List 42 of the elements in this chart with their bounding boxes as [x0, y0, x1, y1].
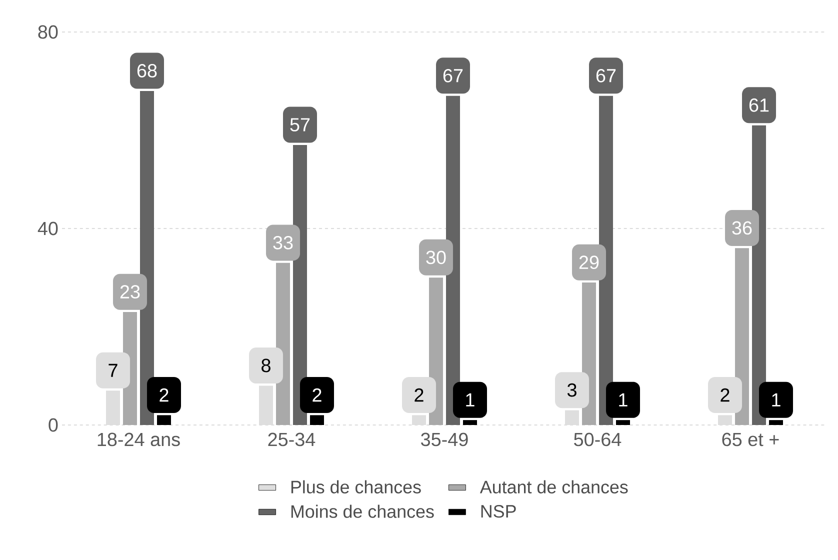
- bar: [310, 415, 324, 425]
- y-tick-label: 0: [48, 418, 58, 432]
- bar: [259, 386, 274, 425]
- bar: [616, 420, 630, 425]
- data-label: 67: [443, 68, 463, 82]
- legend-label: NSP: [481, 504, 516, 518]
- data-label: 33: [273, 236, 293, 250]
- bar: [769, 420, 784, 425]
- data-label: 57: [290, 118, 310, 132]
- legend-label: Autant de chances: [480, 480, 628, 494]
- data-label: 8: [262, 358, 270, 372]
- data-label: 61: [749, 98, 769, 112]
- data-label: 2: [414, 388, 424, 402]
- bar: [463, 420, 478, 425]
- legend-label: Plus de chances: [291, 480, 421, 494]
- data-label: 29: [579, 256, 599, 270]
- y-tick-label: 40: [38, 222, 58, 236]
- y-tick-label: 80: [38, 25, 58, 39]
- x-tick-label: 65 et +: [722, 432, 779, 446]
- data-label: 1: [619, 393, 628, 406]
- data-label: 2: [160, 388, 168, 402]
- data-label: 2: [312, 388, 322, 402]
- data-label: 7: [108, 364, 118, 377]
- bar: [718, 415, 732, 425]
- data-label: 30: [426, 250, 446, 264]
- data-label: 1: [466, 393, 474, 406]
- x-tick-label: 25-34: [268, 432, 316, 446]
- data-label: 2: [720, 388, 730, 402]
- data-label: 23: [120, 285, 140, 299]
- x-tick-label: 35-49: [421, 432, 468, 446]
- bar: [565, 410, 580, 425]
- data-label: 3: [567, 383, 576, 397]
- legend-label: Moins de chances: [291, 504, 434, 518]
- data-label: 67: [596, 68, 616, 82]
- x-tick-label: 18-24 ans: [98, 432, 180, 446]
- data-label: 36: [732, 221, 752, 235]
- data-label: 68: [137, 64, 157, 78]
- bar: [412, 415, 426, 425]
- bar: [157, 415, 171, 425]
- x-tick-label: 50-64: [574, 432, 622, 446]
- bar: [106, 390, 120, 425]
- data-label: 1: [772, 393, 780, 406]
